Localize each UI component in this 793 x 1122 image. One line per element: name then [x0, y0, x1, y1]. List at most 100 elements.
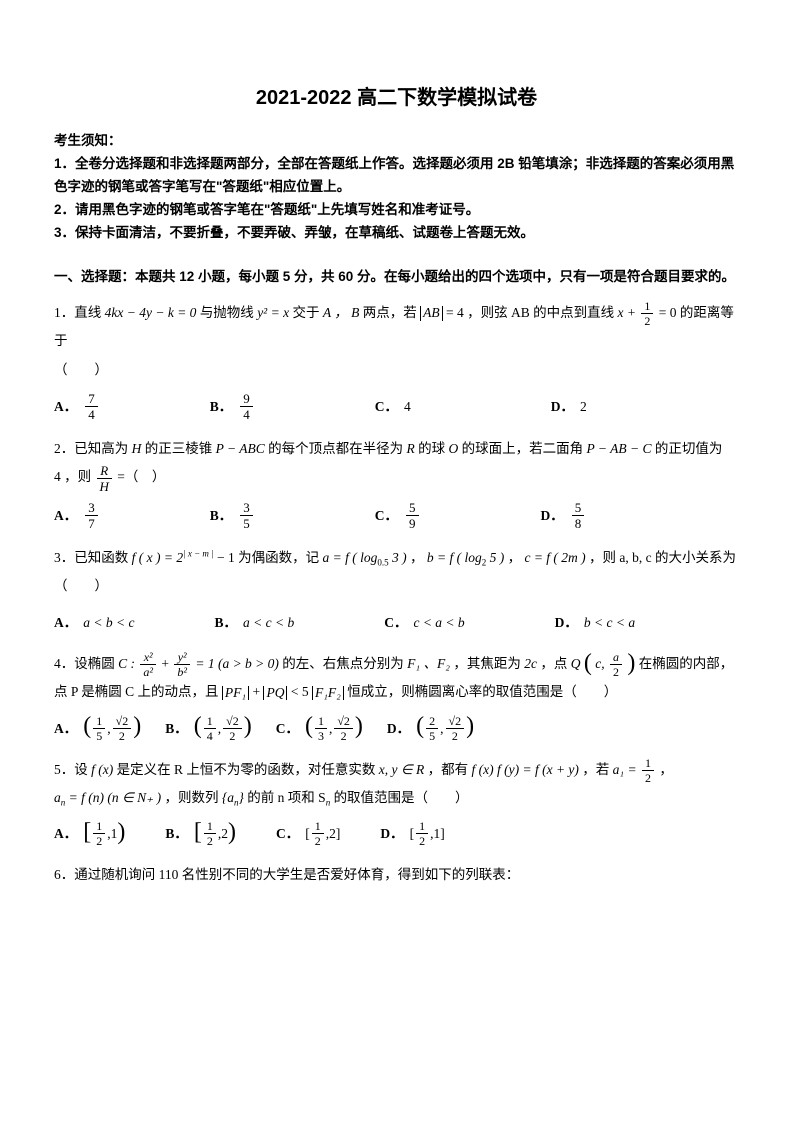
- q2-lc: C．: [375, 502, 398, 529]
- q3ld: D．: [555, 609, 578, 636]
- q4lc: C．: [276, 715, 299, 742]
- q2-l2a: 4 ，则: [54, 469, 95, 484]
- question-6: 6．通过随机询问 110 名性别不同的大学生是否爱好体育，得到如下的列联表：: [54, 861, 739, 889]
- q4ald: 5: [93, 729, 105, 742]
- instruction-3: 3．保持卡面清洁，不要折叠，不要弄破、弄皱，在草稿纸、试题卷上答题无效。: [54, 222, 739, 245]
- q4crn: √2: [334, 715, 353, 729]
- section-1-head: 一、选择题：本题共 12 小题，每小题 5 分，共 60 分。在每小题给出的四个…: [54, 265, 739, 289]
- q2an: 3: [85, 501, 98, 516]
- q5br: 2: [221, 820, 228, 847]
- q4brd: 2: [223, 729, 242, 742]
- q5-a1f: 12: [642, 757, 654, 784]
- q4drd: 2: [446, 729, 465, 742]
- q4t1d: a²: [140, 665, 156, 678]
- q4-opt-a: A． ( 15, √22 ): [54, 715, 141, 742]
- q3-ceq: c = f ( 2m ): [524, 550, 585, 565]
- q1-pts: A ， B: [323, 305, 360, 320]
- q1-mid3: 两点，若: [363, 305, 420, 320]
- q1-half-num: 1: [641, 300, 653, 314]
- q4-m2: ，其焦距为: [453, 656, 524, 671]
- q5cr: 2: [329, 820, 336, 847]
- q4ff: F₁F₂: [315, 685, 341, 700]
- q5af: 12: [93, 820, 105, 847]
- q4dld: 5: [426, 729, 438, 742]
- q2dn: 5: [572, 501, 585, 516]
- q4-f1f2: F₁F₂: [312, 686, 344, 701]
- q4-qfrac: a2: [610, 651, 622, 678]
- q3cv: c < a < b: [413, 609, 464, 636]
- q5-line2: an = f (n) (n ∈ N₊ ) ，则数列 {an} 的前 n 项和 S…: [54, 784, 739, 813]
- q3-options: A．a < b < c B．a < c < b C．c < a < b D．b …: [54, 609, 739, 636]
- q2-t1: 2．已知高为: [54, 441, 132, 456]
- q2cn: 5: [406, 501, 419, 516]
- q3-aa: 3 ): [389, 550, 407, 565]
- q1-a-frac: 74: [85, 392, 98, 421]
- q5cf: 12: [312, 820, 324, 847]
- q5bf: 12: [204, 820, 216, 847]
- q1-opt-c: C．4: [375, 392, 411, 421]
- q2-c-frac: 59: [406, 501, 419, 530]
- q4-eq: = 1 (a > b > 0): [195, 656, 279, 671]
- q4qd: 2: [610, 665, 622, 678]
- q4pf1: PF₁: [225, 685, 246, 700]
- q5df: 12: [416, 820, 428, 847]
- q4df2: √22: [446, 715, 465, 742]
- q3-opt-a: A．a < b < c: [54, 609, 134, 636]
- q2bd: 5: [240, 516, 253, 530]
- q4-t1: x²a²: [140, 651, 156, 678]
- q4cld: 3: [315, 729, 327, 742]
- q5dld: 2: [416, 834, 428, 847]
- instructions-head: 考生须知：: [54, 130, 739, 153]
- q2-rn: R: [97, 464, 112, 479]
- q2-line2: 4 ，则 RH =（ ）: [54, 463, 739, 492]
- q2-t4: 的球: [418, 441, 448, 456]
- q2cd: 9: [406, 516, 419, 530]
- q4ld: D．: [387, 715, 410, 742]
- q3-c1: ，: [410, 550, 427, 565]
- q5-sns: n: [326, 798, 331, 808]
- q4drn: √2: [446, 715, 465, 729]
- q5-fx: f (x): [91, 762, 113, 777]
- q1-options: A． 74 B． 94 C．4 D．2: [54, 392, 739, 421]
- q4bf1: 14: [204, 715, 216, 742]
- question-2: 2．已知高为 H 的正三棱锥 P − ABC 的每个顶点都在半径为 R 的球 O…: [54, 435, 739, 463]
- q2-rd: H: [97, 479, 112, 493]
- q4cf2: √22: [334, 715, 353, 742]
- q1-b-den: 4: [240, 407, 253, 421]
- q3dv: b < c < a: [584, 609, 635, 636]
- q2-opt-b: B． 35: [210, 501, 255, 530]
- rparen-icon: ): [627, 650, 635, 676]
- q4brn: √2: [223, 715, 242, 729]
- q5dln: 1: [416, 820, 428, 834]
- q1-mid1: 与抛物线: [200, 305, 257, 320]
- q4aln: 1: [93, 715, 105, 729]
- q4t1n: x²: [140, 651, 156, 665]
- q5-sa: a: [227, 790, 234, 805]
- q4lb: B．: [165, 715, 188, 742]
- q4-qc: c,: [595, 656, 608, 671]
- q4pq: PQ: [266, 685, 284, 700]
- q3-pre: 3．已知函数: [54, 550, 132, 565]
- q4t2n: y²: [174, 651, 190, 665]
- q3-m1: − 1: [217, 550, 235, 565]
- q4-l2a: 点 P 是椭圆 C 上的动点，且: [54, 684, 222, 699]
- q5aln: 1: [93, 820, 105, 834]
- q4dln: 2: [426, 715, 438, 729]
- q4cln: 1: [315, 715, 327, 729]
- q1-blank: （ ）: [54, 356, 739, 384]
- q4-line2: 点 P 是椭圆 C 上的动点，且 PF₁ + PQ < 5 F₁F₂ 恒成立，则…: [54, 678, 739, 706]
- q3-ba: 5 ): [486, 550, 504, 565]
- q4-m1: 的左、右焦点分别为: [282, 656, 407, 671]
- q4ard: 2: [113, 729, 132, 742]
- q1-xplus: x +: [617, 305, 639, 320]
- q2-opt-d: D． 58: [541, 501, 587, 530]
- q2bn: 3: [240, 501, 253, 516]
- q2-opt-c: C． 59: [375, 501, 421, 530]
- q5cln: 1: [312, 820, 324, 834]
- q1-a-num: 7: [85, 392, 98, 407]
- instruction-2: 2．请用黑色字迹的钢笔或答字笔在"答题纸"上先填写姓名和准考证号。: [54, 199, 739, 222]
- q5-rel: f (x) f (y) = f (x + y): [472, 762, 579, 777]
- q5-xy: x, y ∈ R: [379, 762, 425, 777]
- q4df1: 25: [426, 715, 438, 742]
- q3-fx: f ( x ) = 2: [132, 550, 183, 565]
